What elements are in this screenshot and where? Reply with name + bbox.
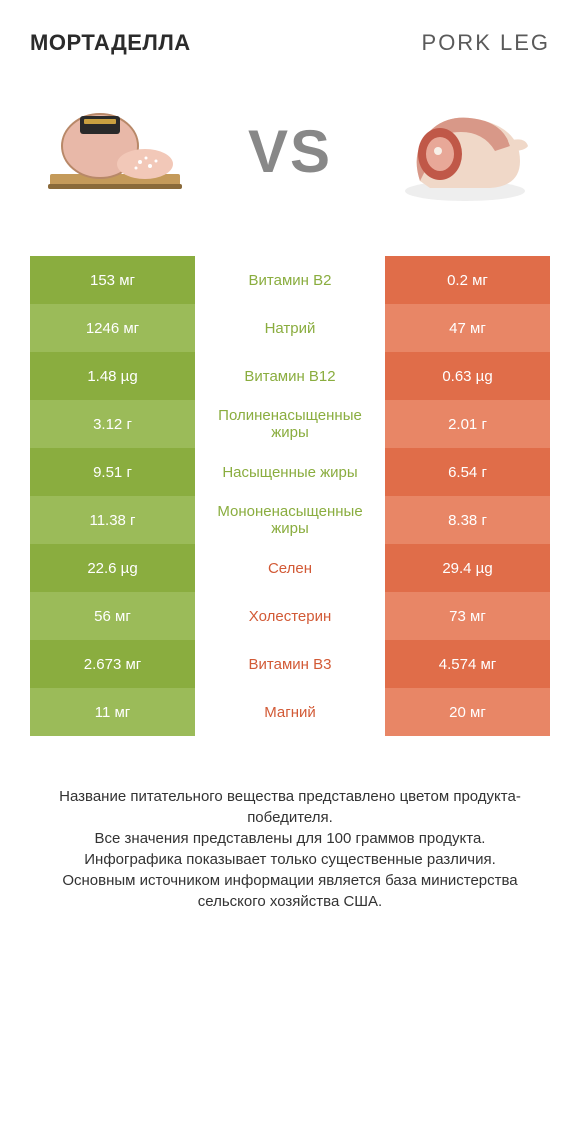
table-row: 9.51 гНасыщенные жиры6.54 г [30,448,550,496]
footer-text: Название питательного вещества представл… [30,786,550,912]
footer-line: Название питательного вещества представл… [40,786,540,828]
comparison-table: 153 мгВитамин B20.2 мг1246 мгНатрий47 мг… [30,256,550,736]
pork-leg-image [390,96,540,206]
left-value: 11 мг [30,688,195,736]
table-row: 3.12 гПолиненасыщенные жиры2.01 г [30,400,550,448]
table-row: 2.673 мгВитамин B34.574 мг [30,640,550,688]
right-value: 2.01 г [385,400,550,448]
right-value: 0.2 мг [385,256,550,304]
table-row: 153 мгВитамин B20.2 мг [30,256,550,304]
nutrient-label: Натрий [195,304,385,352]
left-value: 1.48 µg [30,352,195,400]
right-value: 73 мг [385,592,550,640]
table-row: 1.48 µgВитамин B120.63 µg [30,352,550,400]
left-value: 11.38 г [30,496,195,544]
nutrient-label: Холестерин [195,592,385,640]
right-value: 6.54 г [385,448,550,496]
nutrient-label: Витамин B3 [195,640,385,688]
left-value: 22.6 µg [30,544,195,592]
left-value: 1246 мг [30,304,195,352]
table-row: 11.38 гМононенасыщенные жиры8.38 г [30,496,550,544]
vs-row: VS [30,96,550,206]
product-right-title: PORK LEG [422,30,550,56]
table-row: 22.6 µgСелен29.4 µg [30,544,550,592]
footer-line: Все значения представлены для 100 граммо… [40,828,540,849]
right-value: 29.4 µg [385,544,550,592]
header: МОРТАДЕЛЛА PORK LEG [30,30,550,56]
footer-line: Инфографика показывает только существенн… [40,849,540,870]
right-value: 0.63 µg [385,352,550,400]
left-value: 2.673 мг [30,640,195,688]
table-row: 11 мгМагний20 мг [30,688,550,736]
vs-label: VS [248,117,332,186]
nutrient-label: Магний [195,688,385,736]
left-value: 56 мг [30,592,195,640]
nutrient-label: Селен [195,544,385,592]
product-left-title: МОРТАДЕЛЛА [30,30,191,56]
left-value: 9.51 г [30,448,195,496]
right-value: 20 мг [385,688,550,736]
nutrient-label: Мононенасыщенные жиры [195,496,385,544]
right-value: 4.574 мг [385,640,550,688]
table-row: 1246 мгНатрий47 мг [30,304,550,352]
table-row: 56 мгХолестерин73 мг [30,592,550,640]
nutrient-label: Витамин B2 [195,256,385,304]
nutrient-label: Полиненасыщенные жиры [195,400,385,448]
left-value: 3.12 г [30,400,195,448]
nutrient-label: Витамин B12 [195,352,385,400]
footer-line: Основным источником информации является … [40,870,540,912]
left-value: 153 мг [30,256,195,304]
mortadella-image [40,96,190,206]
nutrient-label: Насыщенные жиры [195,448,385,496]
right-value: 8.38 г [385,496,550,544]
right-value: 47 мг [385,304,550,352]
